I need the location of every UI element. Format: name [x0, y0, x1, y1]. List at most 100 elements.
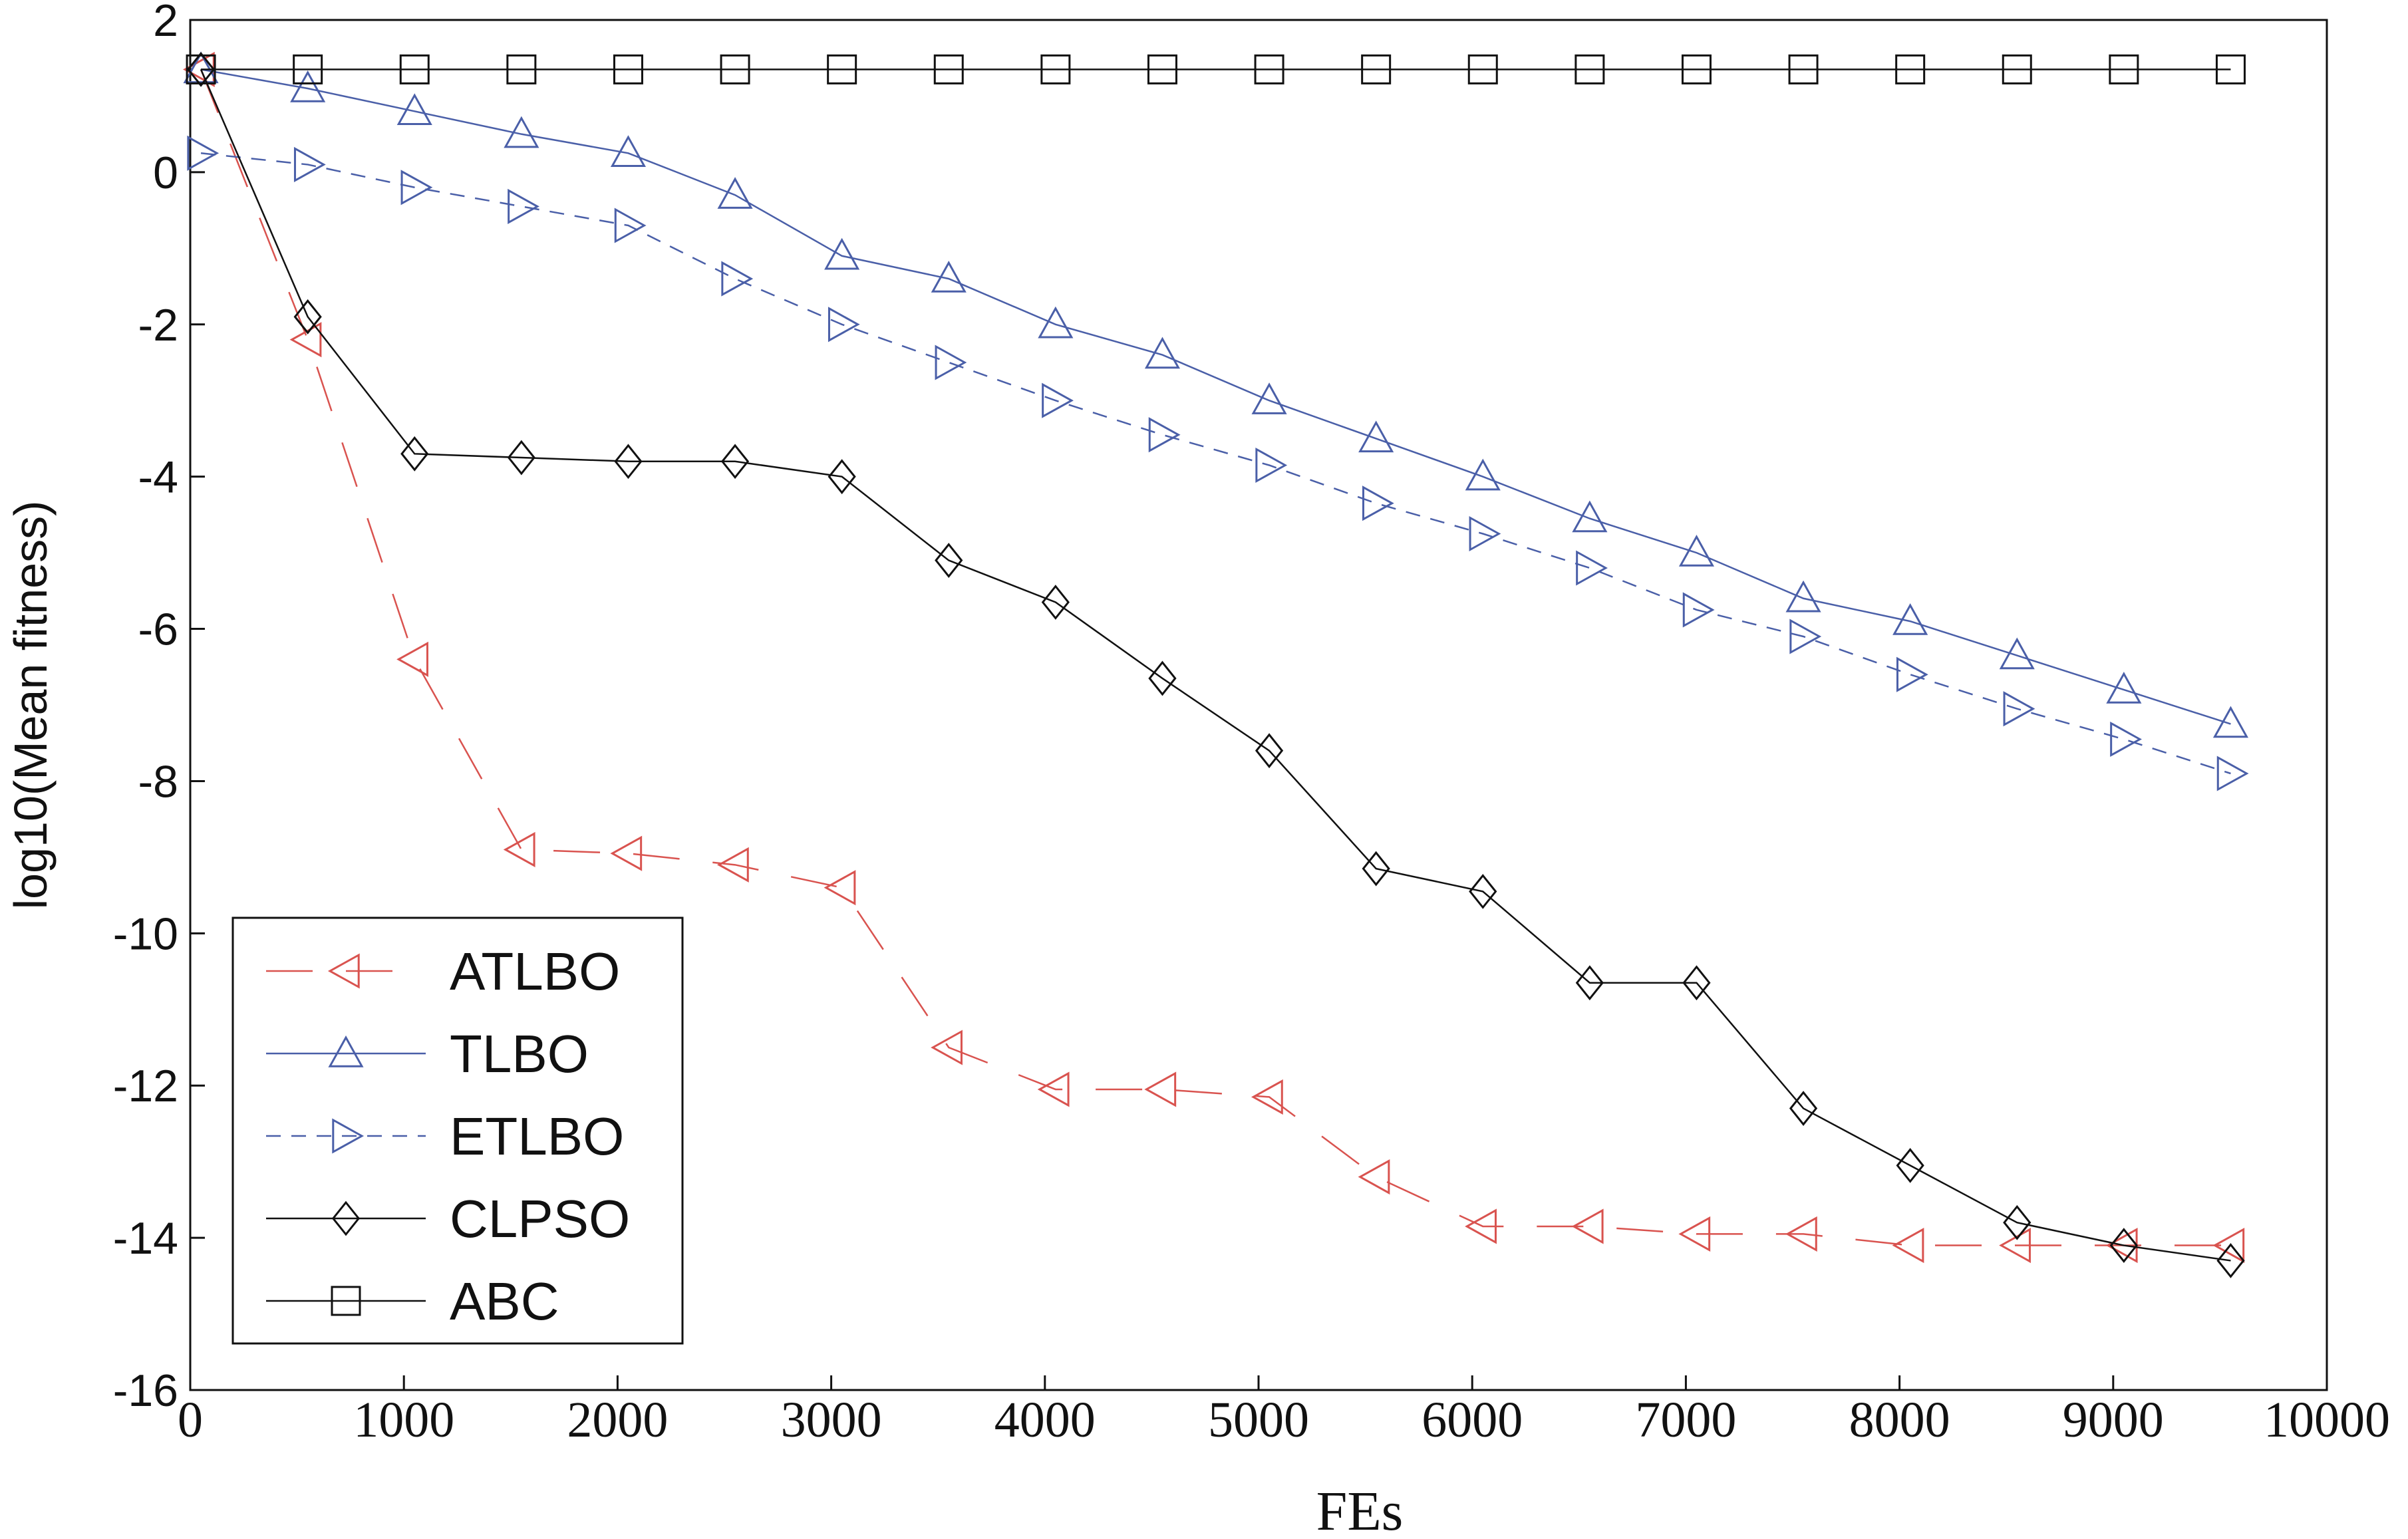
marker-tlbo	[1572, 500, 1608, 533]
legend: ATLBO TLBO ETLBO CLPSO ABC	[231, 916, 684, 1345]
marker-tlbo	[290, 70, 326, 102]
marker-atlbo	[1144, 1071, 1177, 1107]
marker-clpso	[1255, 733, 1284, 769]
y-tick-label: 0	[153, 148, 178, 198]
marker-abc	[2215, 54, 2246, 84]
x-tick-label: 3000	[781, 1392, 882, 1448]
y-tick-label: -8	[138, 756, 178, 807]
marker-tlbo	[2212, 706, 2249, 738]
marker-tlbo	[717, 177, 753, 209]
marker-tlbo	[824, 237, 860, 270]
marker-etlbo	[400, 170, 433, 206]
marker-clpso	[614, 444, 643, 480]
marker-tlbo	[1144, 337, 1181, 369]
marker-clpso	[1362, 851, 1390, 887]
marker-clpso	[935, 543, 963, 578]
marker-etlbo	[1042, 382, 1074, 418]
marker-clpso	[828, 459, 856, 495]
marker-tlbo	[1785, 580, 1821, 613]
marker-atlbo	[931, 1030, 963, 1065]
marker-atlbo	[2212, 1228, 2245, 1264]
marker-clpso	[2109, 1228, 2138, 1263]
marker-abc	[293, 54, 323, 84]
marker-abc	[2002, 54, 2032, 84]
marker-atlbo	[716, 847, 749, 883]
marker-legend-atlbo	[327, 953, 360, 989]
marker-tlbo	[610, 135, 647, 167]
marker-abc	[720, 54, 750, 84]
marker-etlbo	[1469, 515, 1501, 552]
legend-label-etlbo: ETLBO	[450, 1107, 624, 1166]
marker-etlbo	[1148, 417, 1181, 453]
marker-clpso	[2003, 1204, 2032, 1240]
y-tick-label: -6	[138, 605, 178, 655]
marker-clpso	[400, 436, 429, 472]
marker-tlbo	[931, 261, 967, 293]
x-tick-label: 1000	[353, 1392, 454, 1448]
marker-atlbo	[1678, 1216, 1711, 1252]
series-clpso	[186, 51, 2245, 1278]
series-abc	[186, 54, 2246, 84]
marker-atlbo	[396, 641, 428, 677]
marker-abc	[1040, 54, 1071, 84]
series-etlbo	[187, 135, 2249, 791]
marker-abc	[1147, 54, 1177, 84]
marker-atlbo	[1251, 1079, 1283, 1115]
marker-tlbo	[1251, 382, 1287, 414]
y-tick-label: -14	[113, 1213, 178, 1264]
series-layer	[182, 51, 2249, 1278]
marker-abc	[1254, 54, 1284, 84]
marker-abc	[933, 54, 964, 84]
marker-clpso	[1789, 1091, 1818, 1126]
marker-etlbo	[1896, 656, 1928, 692]
y-tick-label: -2	[138, 300, 178, 350]
series-line-clpso	[200, 69, 2231, 1262]
x-tick-label: 6000	[1422, 1392, 1523, 1448]
marker-atlbo	[1037, 1071, 1070, 1107]
marker-abc	[1467, 54, 1498, 84]
marker-etlbo	[2110, 721, 2142, 758]
marker-clpso	[1469, 873, 1497, 909]
marker-legend-clpso	[331, 1200, 361, 1236]
marker-clpso	[1148, 660, 1177, 696]
marker-atlbo	[1892, 1228, 1924, 1264]
x-tick-label: 2000	[567, 1392, 668, 1448]
legend-label-abc: ABC	[450, 1272, 559, 1331]
marker-abc	[1895, 54, 1926, 84]
marker-legend-etlbo	[332, 1118, 365, 1154]
x-tick-label: 7000	[1635, 1392, 1736, 1448]
marker-clpso	[1575, 965, 1604, 1001]
marker-clpso	[186, 51, 216, 87]
legend-label-clpso: CLPSO	[450, 1189, 630, 1248]
marker-etlbo	[2003, 691, 2035, 727]
marker-abc	[1681, 54, 1712, 84]
marker-clpso	[1682, 965, 1711, 1001]
legend-label-atlbo: ATLBO	[450, 942, 620, 1001]
marker-atlbo	[1465, 1208, 1497, 1244]
x-tick-label: 9000	[2063, 1392, 2164, 1448]
marker-abc	[2109, 54, 2139, 84]
marker-clpso	[293, 299, 322, 335]
marker-atlbo	[503, 831, 535, 867]
series-line-atlbo	[200, 69, 2231, 1246]
marker-atlbo	[824, 870, 856, 906]
marker-etlbo	[1362, 486, 1394, 521]
marker-tlbo	[1892, 603, 1928, 635]
marker-clpso	[2216, 1243, 2245, 1278]
y-tick-label: -12	[113, 1061, 178, 1111]
y-tick-label: 2	[153, 0, 178, 46]
marker-abc	[399, 54, 430, 84]
marker-etlbo	[508, 188, 539, 224]
marker-etlbo	[187, 135, 220, 171]
marker-etlbo	[1789, 619, 1822, 654]
marker-clpso	[507, 440, 535, 476]
series-tlbo	[183, 51, 2249, 738]
marker-tlbo	[2106, 672, 2142, 704]
legend-label-tlbo: TLBO	[450, 1024, 589, 1083]
marker-etlbo	[935, 345, 967, 380]
marker-atlbo	[1571, 1208, 1604, 1244]
marker-tlbo	[1999, 637, 2035, 670]
marker-abc	[506, 54, 537, 84]
marker-etlbo	[828, 307, 860, 343]
